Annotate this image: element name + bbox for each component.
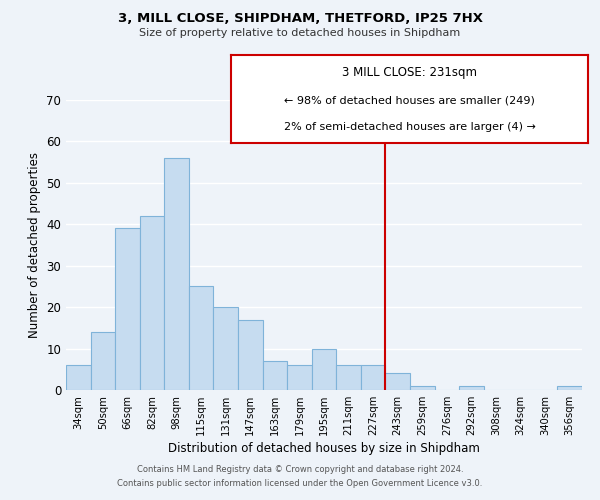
- Bar: [238, 320, 263, 390]
- Bar: [410, 386, 434, 390]
- Text: ← 98% of detached houses are smaller (249): ← 98% of detached houses are smaller (24…: [284, 96, 535, 106]
- Bar: [557, 386, 582, 390]
- Bar: [361, 365, 385, 390]
- Bar: [263, 361, 287, 390]
- Bar: [214, 307, 238, 390]
- Bar: [140, 216, 164, 390]
- Bar: [164, 158, 189, 390]
- Bar: [312, 348, 336, 390]
- Bar: [336, 365, 361, 390]
- Text: 3 MILL CLOSE: 231sqm: 3 MILL CLOSE: 231sqm: [342, 66, 477, 79]
- Text: 3, MILL CLOSE, SHIPDHAM, THETFORD, IP25 7HX: 3, MILL CLOSE, SHIPDHAM, THETFORD, IP25 …: [118, 12, 482, 26]
- X-axis label: Distribution of detached houses by size in Shipdham: Distribution of detached houses by size …: [168, 442, 480, 455]
- Y-axis label: Number of detached properties: Number of detached properties: [28, 152, 41, 338]
- Bar: [91, 332, 115, 390]
- Text: Contains HM Land Registry data © Crown copyright and database right 2024.
Contai: Contains HM Land Registry data © Crown c…: [118, 466, 482, 487]
- Bar: [287, 365, 312, 390]
- Bar: [459, 386, 484, 390]
- Bar: [66, 365, 91, 390]
- Bar: [189, 286, 214, 390]
- Text: Size of property relative to detached houses in Shipdham: Size of property relative to detached ho…: [139, 28, 461, 38]
- Text: 2% of semi-detached houses are larger (4) →: 2% of semi-detached houses are larger (4…: [284, 122, 535, 132]
- Bar: [385, 374, 410, 390]
- Bar: [115, 228, 140, 390]
